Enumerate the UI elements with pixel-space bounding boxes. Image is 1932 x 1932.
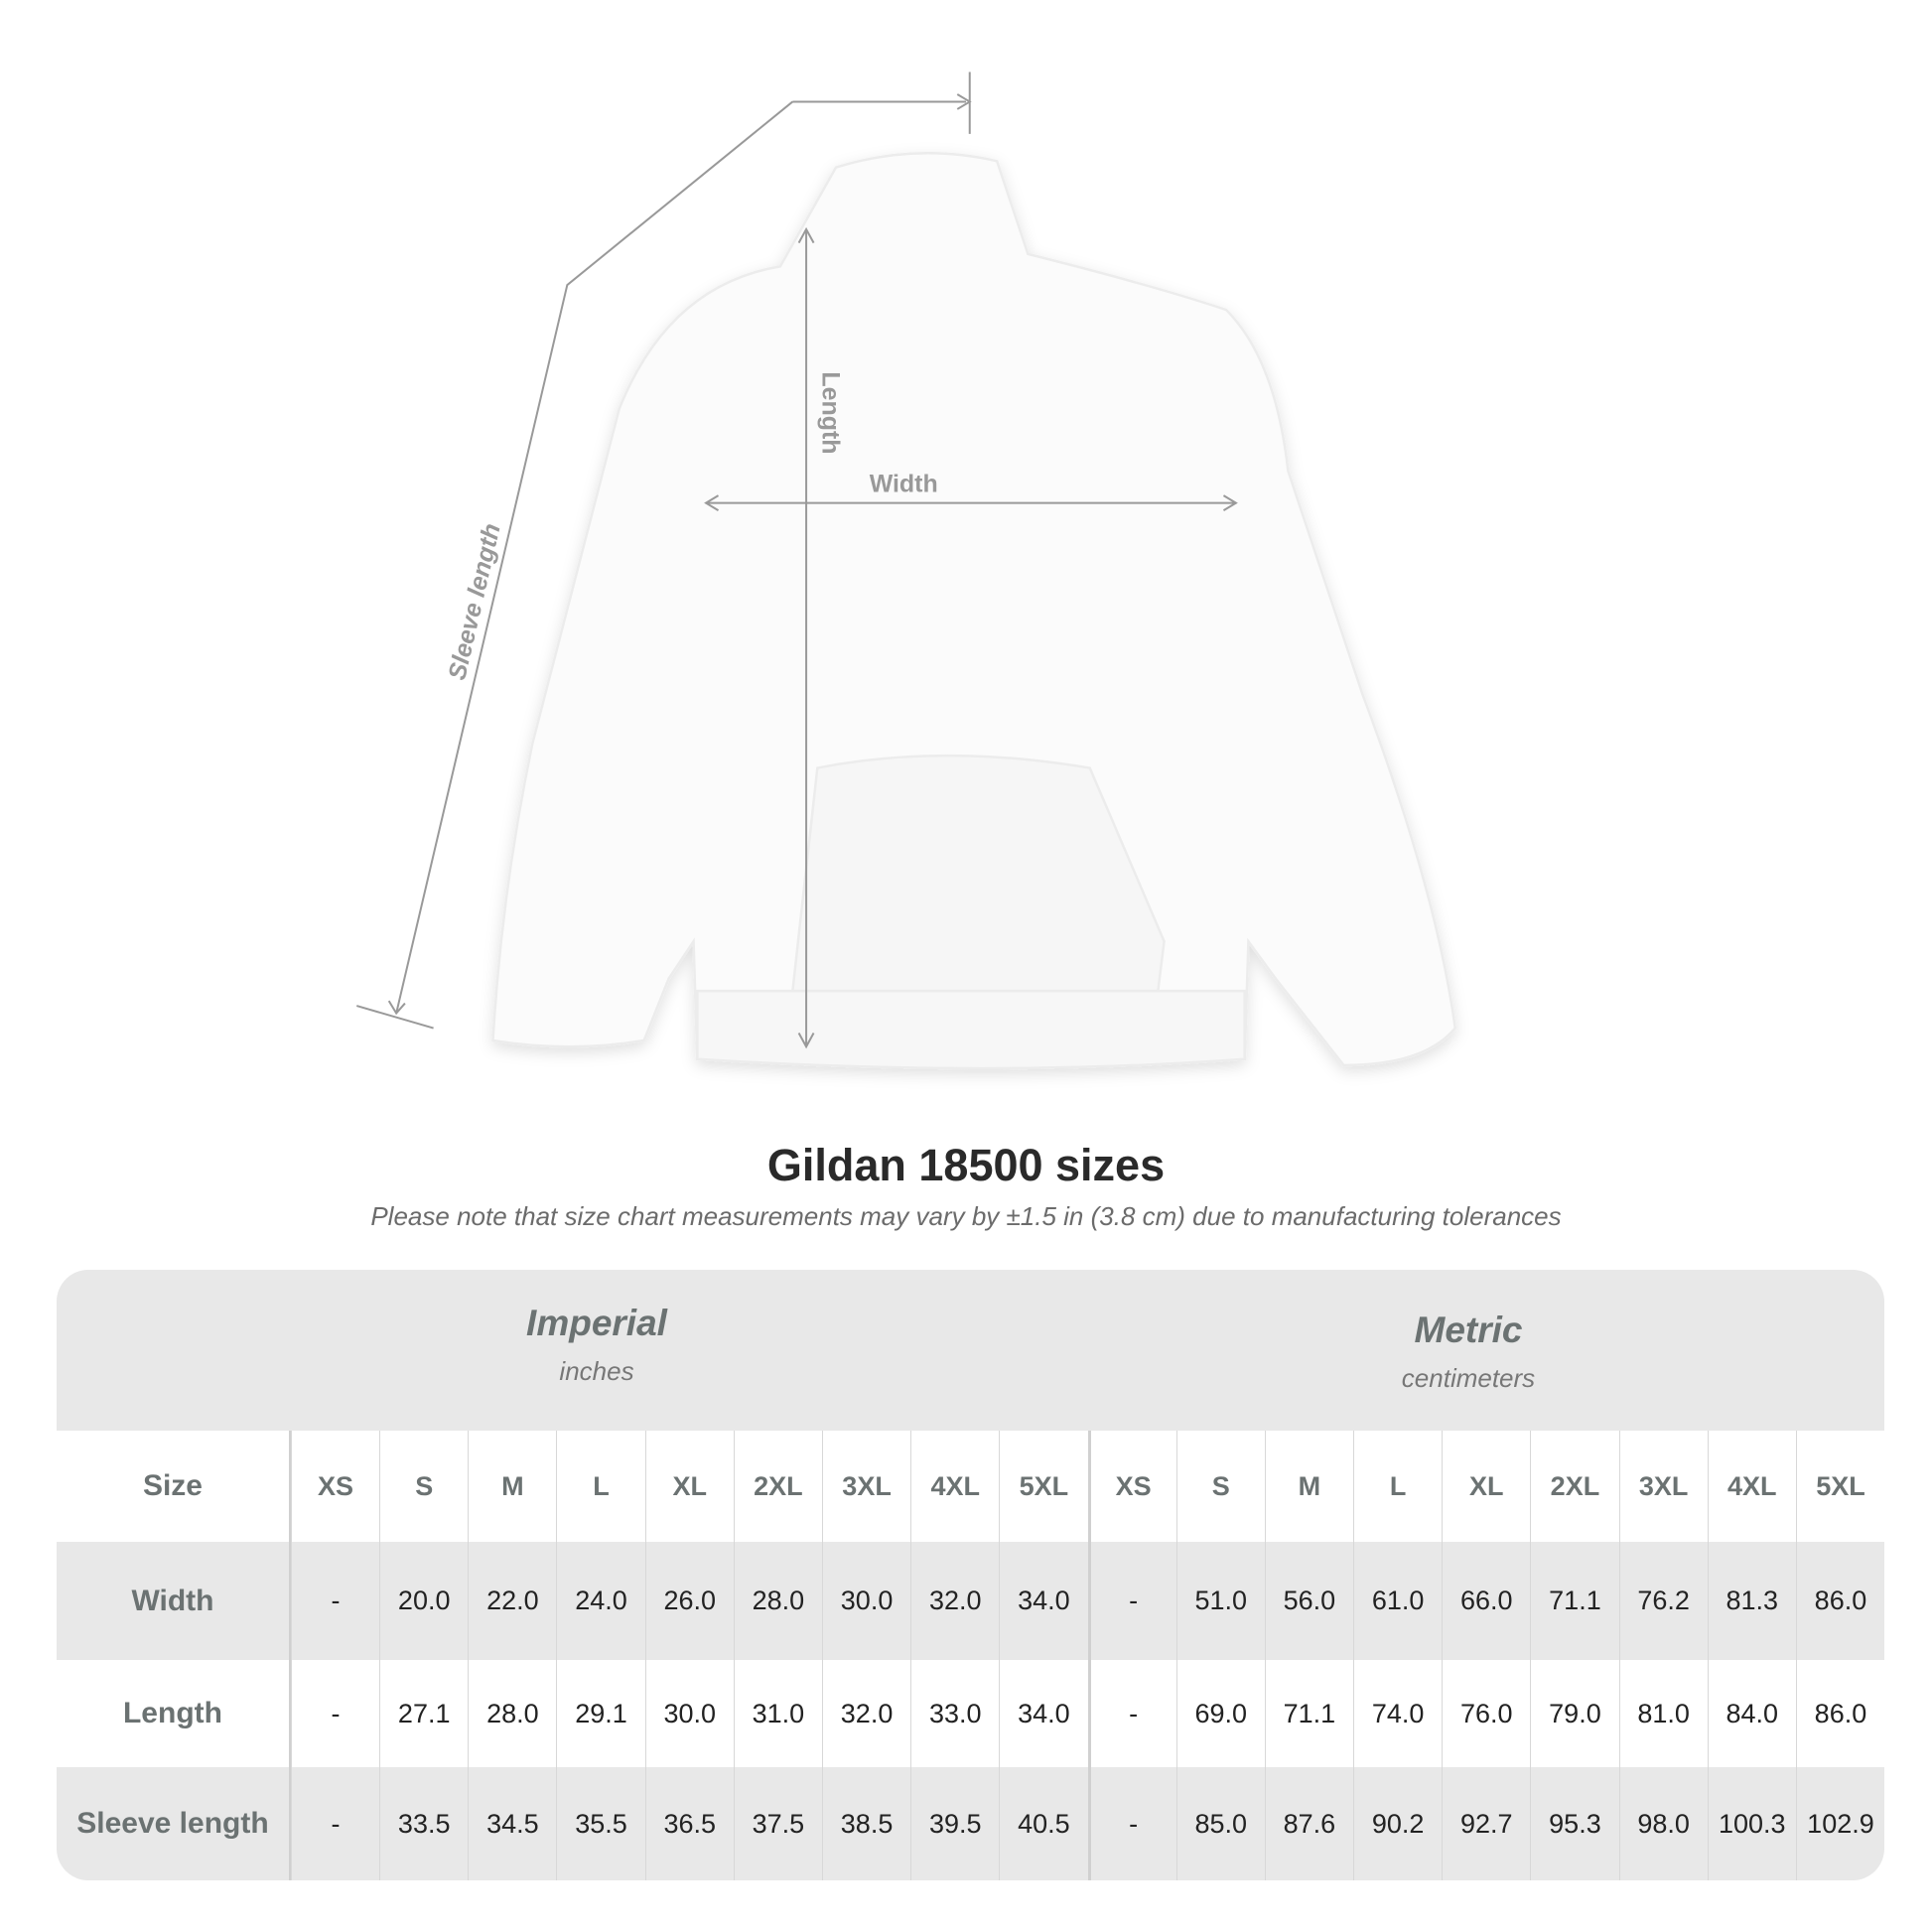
value-cell-metric: 74.0: [1353, 1660, 1442, 1767]
value-cell-imperial: 26.0: [644, 1542, 734, 1660]
value-cell-imperial: 27.1: [379, 1660, 468, 1767]
imperial-title: Imperial: [526, 1303, 667, 1343]
value-cell-metric: 84.0: [1707, 1660, 1796, 1767]
value-cell-metric: -: [1087, 1542, 1176, 1660]
value-cell-imperial: 38.5: [821, 1767, 910, 1880]
value-cell-metric: 56.0: [1264, 1542, 1353, 1660]
table-row: Length -27.1 28.0 29.1 30.0 31.0 32.0 33.0 34.0-…: [57, 1660, 1884, 1767]
value-cell-imperial: 35.5: [556, 1767, 644, 1880]
value-cell-imperial: 33.0: [910, 1660, 999, 1767]
size-header-metric: 2XL: [1530, 1431, 1618, 1542]
table-row: Width -20.0 22.0 24.0 26.0 28.0 30.0 32.0 34.0-5…: [57, 1542, 1884, 1660]
value-cell-metric: 69.0: [1175, 1660, 1265, 1767]
value-cell-imperial: 36.5: [644, 1767, 734, 1880]
size-header-imperial: 3XL: [821, 1431, 910, 1542]
width-label: Width: [870, 470, 938, 497]
length-label: Length: [816, 371, 844, 454]
imperial-unit: inches: [559, 1356, 634, 1386]
size-header-imperial: 4XL: [910, 1431, 999, 1542]
size-header-metric: M: [1264, 1431, 1353, 1542]
size-header-imperial: L: [556, 1431, 644, 1542]
value-cell-imperial: 34.5: [468, 1767, 556, 1880]
row-label: Length: [57, 1660, 291, 1767]
size-table: Imperial inches Metric centimeters Size XS S…: [57, 1270, 1884, 1880]
value-cell-metric: 81.0: [1618, 1660, 1708, 1767]
value-cell-metric: 98.0: [1618, 1767, 1708, 1880]
value-cell-imperial: 28.0: [733, 1542, 822, 1660]
value-cell-imperial: 30.0: [644, 1660, 734, 1767]
metric-unit: centimeters: [1401, 1363, 1536, 1393]
imperial-header: Imperial inches: [299, 1303, 895, 1387]
value-cell-imperial: 30.0: [821, 1542, 910, 1660]
value-cell-metric: 90.2: [1353, 1767, 1442, 1880]
size-header-imperial: 5XL: [999, 1431, 1087, 1542]
value-cell-imperial: -: [290, 1767, 379, 1880]
chart-title: Gildan 18500 sizes: [766, 1140, 1166, 1190]
value-cell-imperial: -: [290, 1660, 379, 1767]
value-cell-metric: 66.0: [1442, 1542, 1530, 1660]
size-header-imperial: XS: [290, 1431, 379, 1542]
value-cell-imperial: 40.5: [999, 1767, 1087, 1880]
value-cell-imperial: 31.0: [733, 1660, 822, 1767]
value-cell-metric: 102.9: [1795, 1767, 1884, 1880]
value-cell-metric: 71.1: [1264, 1660, 1353, 1767]
value-cell-metric: 61.0: [1353, 1542, 1442, 1660]
value-cell-imperial: 37.5: [733, 1767, 822, 1880]
size-header-imperial: XL: [644, 1431, 734, 1542]
row-label: Sleeve length: [57, 1767, 291, 1880]
value-cell-imperial: 22.0: [468, 1542, 556, 1660]
size-header-metric: L: [1353, 1431, 1442, 1542]
value-cell-metric: 51.0: [1175, 1542, 1265, 1660]
value-cell-metric: 85.0: [1175, 1767, 1265, 1880]
value-cell-imperial: 39.5: [910, 1767, 999, 1880]
size-label: Size: [57, 1431, 291, 1542]
value-cell-metric: -: [1087, 1767, 1176, 1880]
value-cell-imperial: 34.0: [999, 1542, 1087, 1660]
value-cell-metric: 87.6: [1264, 1767, 1353, 1880]
value-cell-imperial: 28.0: [468, 1660, 556, 1767]
value-cell-metric: -: [1087, 1660, 1176, 1767]
value-cell-metric: 86.0: [1795, 1660, 1884, 1767]
tolerance-note: Please note that size chart measurements…: [370, 1201, 1562, 1231]
value-cell-imperial: 29.1: [556, 1660, 644, 1767]
value-cell-imperial: -: [290, 1542, 379, 1660]
value-cell-metric: 95.3: [1530, 1767, 1618, 1880]
size-header-metric: 3XL: [1618, 1431, 1708, 1542]
value-cell-metric: 92.7: [1442, 1767, 1530, 1880]
value-cell-imperial: 34.0: [999, 1660, 1087, 1767]
size-header-metric: XS: [1087, 1431, 1176, 1542]
value-cell-imperial: 20.0: [379, 1542, 468, 1660]
metric-title: Metric: [1414, 1310, 1523, 1350]
units-header: Imperial inches Metric centimeters: [57, 1270, 1884, 1431]
size-header-imperial: 2XL: [733, 1431, 822, 1542]
value-cell-imperial: 32.0: [821, 1660, 910, 1767]
table-row: Sleeve length -33.5 34.5 35.5 36.5 37.5 38.5 39…: [57, 1767, 1884, 1880]
size-header-imperial: S: [379, 1431, 468, 1542]
value-cell-metric: 71.1: [1530, 1542, 1618, 1660]
metric-header: Metric centimeters: [1171, 1310, 1766, 1394]
value-cell-imperial: 33.5: [379, 1767, 468, 1880]
value-cell-metric: 100.3: [1707, 1767, 1796, 1880]
row-label: Width: [57, 1542, 291, 1660]
size-header-imperial: M: [468, 1431, 556, 1542]
size-header-metric: 4XL: [1707, 1431, 1796, 1542]
size-header-metric: 5XL: [1795, 1431, 1884, 1542]
value-cell-imperial: 32.0: [910, 1542, 999, 1660]
size-header-metric: S: [1175, 1431, 1265, 1542]
value-cell-imperial: 24.0: [556, 1542, 644, 1660]
value-cell-metric: 79.0: [1530, 1660, 1618, 1767]
sleeve-length-label: Sleeve length: [443, 521, 505, 683]
value-cell-metric: 76.2: [1618, 1542, 1708, 1660]
value-cell-metric: 76.0: [1442, 1660, 1530, 1767]
hoodie-diagram: Length Width Sleeve length: [355, 71, 1457, 1070]
measurement-lines: [355, 71, 1238, 1049]
hoodie-illustration: [491, 152, 1457, 1070]
size-header-row: Size XS S M L XL 2XL 3XL 4XL 5XL XS S M L XL 2XL 3XL 4XL 5…: [57, 1431, 1884, 1542]
size-header-metric: XL: [1442, 1431, 1530, 1542]
value-cell-metric: 86.0: [1795, 1542, 1884, 1660]
value-cell-metric: 81.3: [1707, 1542, 1796, 1660]
